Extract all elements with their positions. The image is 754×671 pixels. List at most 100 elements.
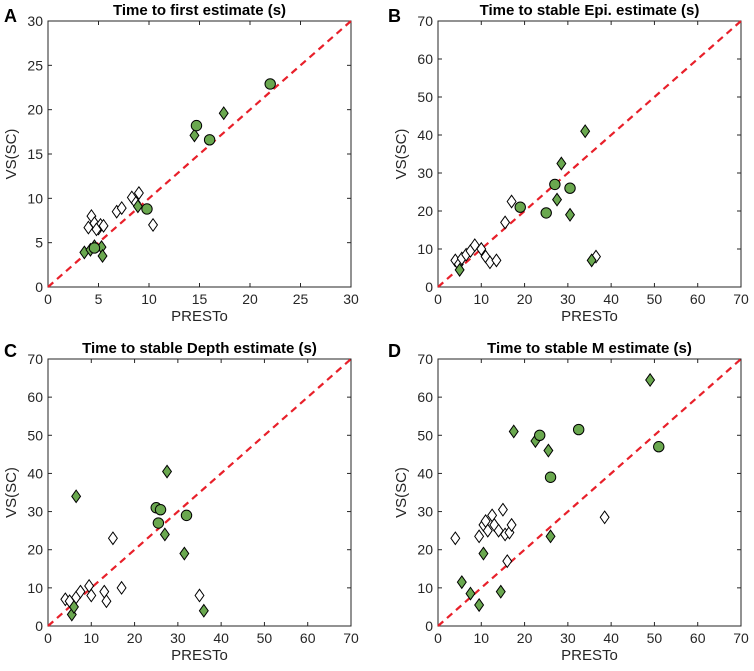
chart-d-ytick-label: 20	[417, 542, 433, 558]
chart-d-green-diamond-point	[465, 586, 476, 601]
chart-d-open-diamond-point	[506, 517, 517, 532]
chart-d-green-circle-point	[534, 429, 546, 441]
chart-b-ytick-label: 50	[417, 89, 433, 105]
chart-c-green-circle-point	[154, 503, 167, 516]
chart-a-xtick-label: 5	[95, 291, 103, 307]
chart-b-xtick-label: 40	[603, 291, 619, 307]
chart-c-xtick-label: 10	[83, 630, 99, 646]
chart-c-frame	[47, 358, 352, 627]
chart-d-xtick-label: 70	[733, 630, 749, 646]
chart-d-xtick-label: 20	[517, 630, 533, 646]
chart-b-open-diamond-point	[506, 194, 517, 209]
chart-d-xtick-label: 50	[647, 630, 663, 646]
chart-c-green-diamond-point	[159, 527, 170, 542]
chart-a-ytick-label: 0	[35, 279, 43, 295]
chart-d-green-diamond-point	[545, 529, 556, 544]
chart-d-identity-line	[437, 358, 742, 627]
chart-b-ytick-label: 70	[417, 13, 433, 29]
chart-d-xtick-label: 60	[690, 630, 706, 646]
chart-c: C Time to stable Depth estimate (s) 0 10 20 3…	[3, 340, 359, 664]
chart-d-frame	[437, 358, 742, 627]
chart-d-green-circle-point	[653, 441, 665, 453]
chart-b-open-diamond-point	[476, 241, 487, 257]
chart-b-green-diamond-point	[556, 156, 567, 171]
chart-c-green-diamond-point	[179, 546, 190, 561]
chart-c-green-diamond-point	[71, 489, 82, 504]
chart-b-green-diamond-point	[586, 253, 597, 268]
chart-a-ytick-label: 15	[27, 146, 43, 162]
chart-d: D Time to stable M estimate (s) 0 10 20 30 40 5…	[388, 340, 749, 664]
chart-b-ylabel: VS(SC)	[393, 129, 410, 180]
chart-b-green-diamond-point	[565, 207, 576, 222]
chart-a-green-circle-point	[264, 78, 276, 90]
chart-b-xtick-label: 10	[473, 291, 489, 307]
chart-c-green-diamond-point	[198, 603, 209, 618]
chart-b-xtick-label: 50	[647, 291, 663, 307]
chart-a-green-circle-point	[88, 242, 101, 254]
chart-c-ytick-label: 20	[27, 542, 43, 558]
chart-c-ytick-label: 70	[27, 351, 43, 367]
chart-c-xtick-label: 70	[343, 630, 359, 646]
chart-a-xtick-label: 10	[141, 291, 157, 307]
chart-c-xtick-label: 0	[44, 630, 52, 646]
chart-a-ytick-label: 20	[27, 102, 43, 118]
chart-b-title: Time to stable Epi. estimate (s)	[480, 2, 700, 19]
chart-b-green-circle-point	[549, 178, 561, 191]
chart-c-xtick-label: 40	[213, 630, 229, 646]
chart-d-green-diamond-point	[456, 575, 467, 590]
chart-a-open-diamond-point	[148, 217, 159, 232]
chart-c-xtick-label: 60	[300, 630, 316, 646]
chart-a-ytick-label: 30	[27, 13, 43, 29]
chart-d-green-diamond-point	[645, 372, 656, 388]
chart-c-open-diamond-point	[75, 584, 86, 599]
chart-c-green-circle-point	[180, 509, 193, 522]
chart-c-ytick-label: 30	[27, 504, 43, 520]
chart-d-open-diamond-point	[599, 510, 610, 525]
chart-d-open-diamond-point	[502, 554, 513, 569]
chart-c-open-diamond-point	[194, 588, 205, 603]
chart-a-xtick-label: 25	[293, 291, 309, 307]
chart-d-ytick-label: 60	[417, 389, 433, 405]
chart-c-ytick-label: 0	[35, 618, 43, 634]
chart-a-ytick-label: 5	[35, 235, 43, 251]
chart-b-green-circle-point	[564, 182, 576, 194]
chart-c-xlabel: PRESTo	[171, 647, 228, 664]
chart-c-open-diamond-point	[101, 594, 112, 609]
chart-b-green-circle-point	[540, 207, 552, 219]
chart-c-open-diamond-point	[107, 531, 118, 546]
chart-a-open-diamond-point	[91, 222, 102, 237]
chart-b-frame	[437, 20, 742, 288]
chart-b-letter: B	[388, 6, 401, 26]
chart-a-ylabel: VS(SC)	[3, 129, 20, 180]
chart-b-ytick-label: 0	[425, 279, 433, 295]
chart-a-xlabel: PRESTo	[171, 308, 228, 325]
chart-b-open-diamond-point	[491, 253, 502, 268]
chart-d-xtick-label: 30	[560, 630, 576, 646]
chart-d-green-diamond-point	[474, 597, 485, 613]
chart-a-xtick-label: 30	[343, 291, 359, 307]
chart-a: A Time to first estimate (s) 0 5 10 15 20 25 30 0…	[3, 2, 359, 325]
chart-b-green-diamond-point	[454, 262, 465, 277]
chart-a-open-diamond-point	[133, 185, 144, 201]
chart-d-ytick-label: 40	[417, 465, 433, 481]
chart-d-ytick-label: 0	[425, 618, 433, 634]
chart-c-xtick-label: 20	[127, 630, 143, 646]
chart-d-xtick-label: 0	[434, 630, 442, 646]
chart-a-open-diamond-point	[116, 201, 127, 216]
chart-a-ytick-label: 25	[27, 57, 43, 73]
chart-b-xtick-label: 20	[517, 291, 533, 307]
chart-b-xtick-label: 30	[560, 291, 576, 307]
chart-d-green-circle-point	[544, 471, 557, 483]
chart-d-xlabel: PRESTo	[561, 647, 618, 664]
chart-b-xtick-label: 70	[733, 291, 749, 307]
chart-a-green-circle-point	[190, 119, 203, 132]
chart-b-green-circle-point	[514, 201, 526, 213]
chart-a-letter: A	[4, 6, 17, 26]
chart-d-green-diamond-point	[543, 443, 554, 458]
chart-d-open-diamond-point	[474, 529, 485, 544]
chart-d-ytick-label: 70	[417, 351, 433, 367]
chart-b-xlabel: PRESTo	[561, 308, 618, 325]
chart-b: B Time to stable Epi. estimate (s) 0 10 20 30…	[388, 2, 749, 325]
chart-d-ytick-label: 30	[417, 504, 433, 520]
